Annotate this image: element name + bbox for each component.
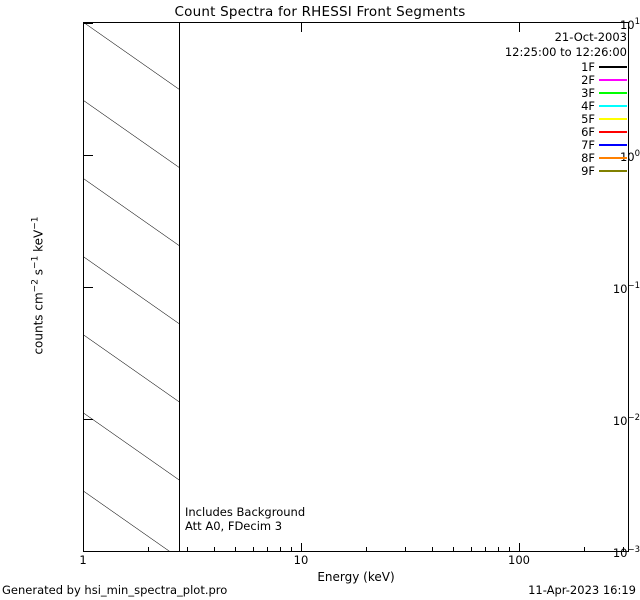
y-tick-1e-2 — [84, 419, 93, 420]
x-minor-tick — [498, 547, 499, 552]
legend-swatch-7f — [599, 143, 627, 146]
x-tick-label-10: 10 — [293, 553, 309, 567]
x-minor-tick — [267, 547, 268, 552]
x-minor-tick — [485, 547, 486, 552]
legend-swatch-4f — [599, 104, 627, 107]
observation-time-range: 12:25:00 to 12:26:00 — [504, 45, 627, 59]
y-axis-title: counts cm−2 s−1 keV−1 — [30, 216, 46, 355]
x-minor-tick — [187, 547, 188, 552]
legend-swatch-1f — [599, 65, 627, 68]
legend-label-7f: 7F — [581, 137, 595, 152]
y-tick-label-1e-1: 10−1 — [612, 281, 640, 296]
x-minor-tick — [509, 547, 510, 552]
plot-area — [83, 22, 629, 552]
legend-label-1f: 1F — [581, 59, 595, 74]
footer-generator: Generated by hsi_min_spectra_plot.pro — [2, 583, 228, 597]
legend-item-8f[interactable]: 8F — [547, 150, 627, 165]
x-top-tick-1 — [83, 23, 84, 32]
y-tick-1e-1 — [84, 287, 93, 288]
legend: 1F 2F 3F 4F 5F 6F 7F 8F — [547, 59, 627, 178]
x-minor-tick — [623, 547, 624, 552]
legend-swatch-3f — [599, 91, 627, 94]
x-tick-100 — [519, 543, 520, 552]
legend-item-6f[interactable]: 6F — [547, 124, 627, 139]
observation-date: 21-Oct-2003 — [554, 30, 627, 44]
x-minor-tick — [453, 547, 454, 552]
footer-timestamp: 11-Apr-2023 16:19 — [528, 583, 636, 597]
x-top-tick-100 — [519, 23, 520, 32]
x-minor-tick — [405, 547, 406, 552]
y-tick-label-1e1: 101 — [619, 17, 640, 32]
legend-swatch-9f — [599, 169, 627, 172]
legend-swatch-2f — [599, 78, 627, 81]
x-tick-label-100: 100 — [508, 553, 530, 567]
legend-item-3f[interactable]: 3F — [547, 85, 627, 100]
attenuator-note: Att A0, FDecim 3 — [185, 519, 283, 533]
legend-item-9f[interactable]: 9F — [547, 163, 627, 178]
legend-label-2f: 2F — [581, 72, 595, 87]
legend-label-9f: 9F — [581, 163, 595, 178]
y-tick-1e-3 — [84, 551, 93, 552]
x-axis-title: Energy (keV) — [317, 570, 395, 584]
x-minor-tick — [432, 547, 433, 552]
legend-label-3f: 3F — [581, 85, 595, 100]
x-tick-1 — [83, 543, 84, 552]
x-minor-tick — [148, 547, 149, 552]
y-tick-1e1 — [84, 23, 93, 24]
legend-label-8f: 8F — [581, 150, 595, 165]
legend-swatch-8f — [599, 156, 627, 159]
x-minor-tick — [471, 547, 472, 552]
x-tick-10 — [301, 543, 302, 552]
x-minor-tick — [366, 547, 367, 552]
legend-item-4f[interactable]: 4F — [547, 98, 627, 113]
x-minor-tick — [253, 547, 254, 552]
x-minor-tick — [584, 547, 585, 552]
legend-item-5f[interactable]: 5F — [547, 111, 627, 126]
includes-background-note: Includes Background — [185, 505, 306, 519]
y-tick-label-1e0: 100 — [619, 149, 640, 164]
x-top-tick-10 — [301, 23, 302, 32]
x-minor-tick — [235, 547, 236, 552]
page-title: Count Spectra for RHESSI Front Segments — [174, 4, 466, 20]
hatched-excluded-energy-band — [84, 23, 180, 551]
legend-label-5f: 5F — [581, 111, 595, 126]
legend-label-4f: 4F — [581, 98, 595, 113]
y-tick-1e0 — [84, 155, 93, 156]
legend-item-7f[interactable]: 7F — [547, 137, 627, 152]
y-tick-label-1e-3: 10−3 — [612, 545, 640, 560]
legend-swatch-5f — [599, 117, 627, 120]
y-tick-label-1e-2: 10−2 — [612, 413, 640, 428]
legend-swatch-6f — [599, 130, 627, 133]
legend-label-6f: 6F — [581, 124, 595, 139]
x-minor-tick — [291, 547, 292, 552]
x-minor-tick — [280, 547, 281, 552]
x-tick-label-1: 1 — [79, 553, 87, 567]
x-minor-tick — [214, 547, 215, 552]
legend-item-1f[interactable]: 1F — [547, 59, 627, 74]
legend-item-2f[interactable]: 2F — [547, 72, 627, 87]
